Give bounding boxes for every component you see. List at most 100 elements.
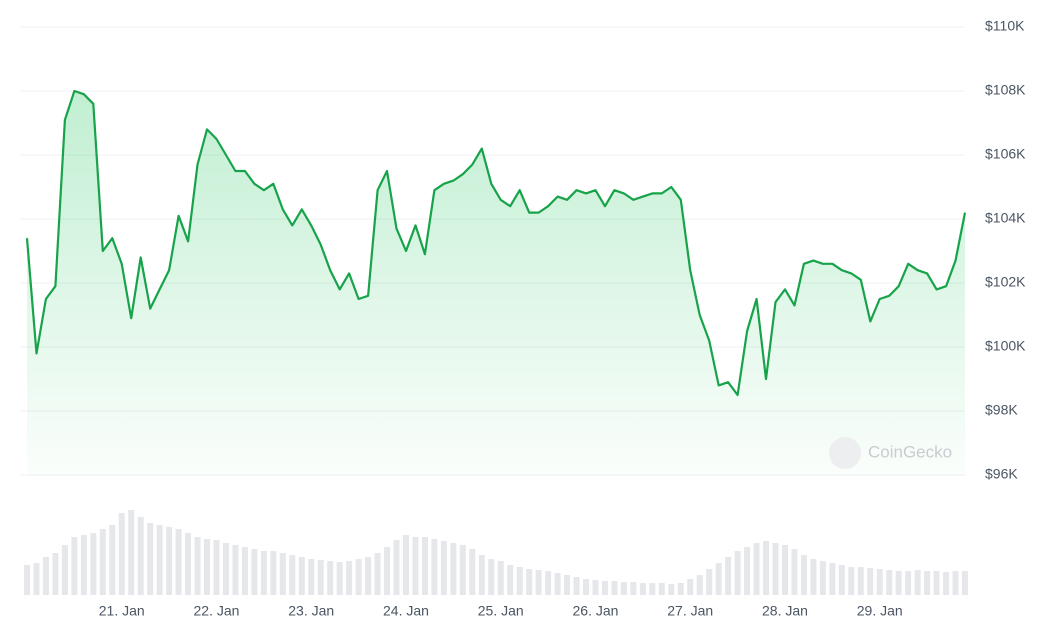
volume-bar [147, 523, 154, 595]
watermark: CoinGecko [829, 437, 952, 469]
y-tick-label: $106K [985, 146, 1026, 162]
volume-bar [128, 510, 135, 595]
volume-bar [706, 569, 713, 595]
volume-bar [933, 571, 940, 595]
volume-bar [800, 555, 807, 595]
volume-bar [725, 557, 732, 595]
volume-bar [905, 571, 912, 595]
x-tick-label: 21. Jan [99, 603, 145, 619]
volume-bar [943, 572, 950, 595]
volume-bar [52, 553, 59, 595]
volume-bar [402, 535, 409, 595]
volume-bar [772, 543, 779, 595]
volume-bar [289, 555, 296, 595]
volume-bar [185, 533, 192, 595]
volume-bar [867, 568, 874, 595]
volume-bar [251, 549, 258, 595]
volume-bar [744, 547, 751, 595]
volume-bar [819, 561, 826, 595]
volume-bar [156, 525, 163, 595]
volume-bar [90, 533, 97, 595]
area [27, 91, 965, 475]
volume-bar [734, 551, 741, 595]
volume-bar [478, 555, 485, 595]
volume-bar [317, 560, 324, 595]
volume-bar [346, 561, 353, 595]
volume-bar [895, 571, 902, 595]
volume-bar [886, 570, 893, 595]
x-tick-label: 29. Jan [857, 603, 903, 619]
volume-bar [355, 559, 362, 595]
volume-bar [620, 582, 627, 595]
volume-bar [336, 562, 343, 595]
y-tick-label: $104K [985, 210, 1026, 226]
volume-bar [914, 570, 921, 595]
volume-bar [838, 565, 845, 595]
volume-bar [781, 545, 788, 595]
volume-bar [260, 551, 267, 595]
y-tick-label: $100K [985, 338, 1026, 354]
volume-bar [194, 537, 201, 595]
volume-bar [658, 583, 665, 595]
volume-bar [753, 543, 760, 595]
volume-bar [649, 583, 656, 595]
volume-bar [639, 583, 646, 595]
y-tick-label: $98K [985, 402, 1018, 418]
volume-bar [298, 557, 305, 595]
volume-bar [668, 584, 675, 595]
volume-bar [677, 583, 684, 595]
volume-bar [763, 541, 770, 595]
y-tick-label: $102K [985, 274, 1026, 290]
watermark-text: CoinGecko [868, 442, 952, 461]
volume-bar [213, 540, 220, 595]
volume-bar [687, 579, 694, 595]
volume-bar [450, 543, 457, 595]
x-tick-label: 22. Jan [194, 603, 240, 619]
volume-bar [715, 563, 722, 595]
volume-bar [365, 557, 372, 595]
x-tick-label: 24. Jan [383, 603, 429, 619]
volume-bar [535, 570, 542, 595]
volume-bar [962, 571, 968, 595]
volume-bar [611, 581, 618, 595]
y-tick-label: $96K [985, 466, 1018, 482]
volume-bar [507, 565, 514, 595]
volume-bar [526, 569, 533, 595]
volume-bar [630, 582, 637, 595]
volume-bar [421, 537, 428, 595]
volume-bar [33, 563, 40, 595]
x-tick-label: 26. Jan [573, 603, 619, 619]
volume-bar [876, 569, 883, 595]
volume-bar [791, 549, 798, 595]
y-tick-label: $108K [985, 82, 1026, 98]
volume-bar [384, 547, 391, 595]
volume-bar [592, 580, 599, 595]
volume-bar [857, 567, 864, 595]
volume-bar [431, 539, 438, 595]
volume-bar [696, 575, 703, 595]
volume-bar [440, 541, 447, 595]
volume-bar [488, 559, 495, 595]
volume-bar [80, 535, 87, 595]
volume-bar [24, 565, 30, 595]
y-tick-label: $110K [985, 18, 1025, 34]
volume-bar [279, 553, 286, 595]
volume-bar [137, 517, 144, 595]
volume-bar [848, 567, 855, 595]
volume-bar [810, 559, 817, 595]
volume-bar [924, 571, 931, 595]
volume-bar [327, 561, 334, 595]
volume-bar [241, 547, 248, 595]
volume-bar [61, 545, 68, 595]
volume-bar [42, 557, 49, 595]
volume-bar [564, 575, 571, 595]
x-tick-label: 23. Jan [288, 603, 334, 619]
volume-bar [222, 543, 229, 595]
volume-bar [412, 537, 419, 595]
volume-bar [175, 529, 182, 595]
volume-bar [308, 559, 315, 595]
volume-bar [270, 551, 277, 595]
x-tick-label: 28. Jan [762, 603, 808, 619]
volume-bar [393, 540, 400, 595]
